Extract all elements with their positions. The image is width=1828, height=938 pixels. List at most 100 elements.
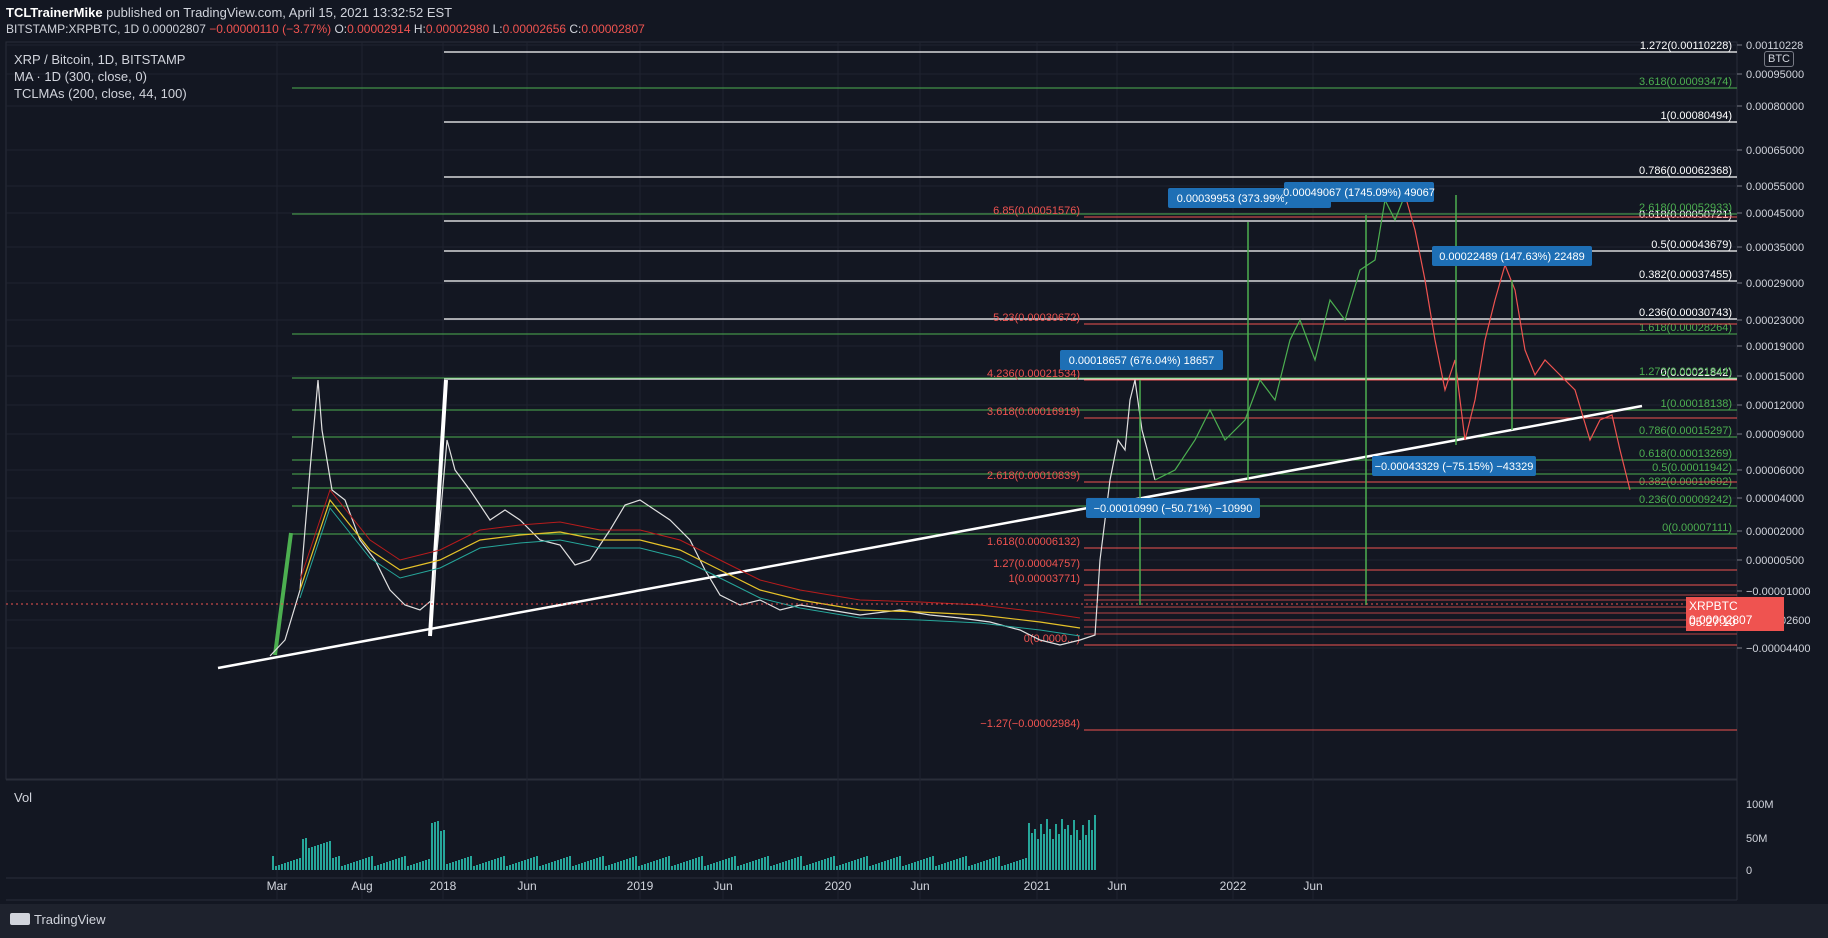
volume-bar	[908, 864, 910, 870]
volume-bar	[596, 858, 598, 870]
volume-bar	[425, 860, 427, 870]
volume-bar	[563, 858, 565, 870]
volume-bar	[911, 863, 913, 870]
volume-bar	[1037, 839, 1039, 870]
volume-bar	[791, 859, 793, 870]
legend-title[interactable]: XRP / Bitcoin, 1D, BITSTAMP	[14, 52, 186, 67]
volume-bar	[701, 856, 703, 870]
volume-bar	[761, 858, 763, 870]
volume-bar	[410, 865, 412, 870]
time-axis-label: Jun	[713, 879, 732, 893]
publisher-name[interactable]: TCLTrainerMike	[6, 5, 103, 20]
volume-bar	[440, 831, 442, 870]
volume-bar	[620, 861, 622, 870]
volume-bar	[752, 861, 754, 870]
volume-axis[interactable]: 100M 50M 0	[1746, 799, 1774, 877]
high-value: 0.00002980	[425, 22, 490, 36]
volume-bar	[350, 863, 352, 870]
time-axis-label: Jun	[910, 879, 929, 893]
measure-box	[1284, 182, 1434, 202]
volume-bar	[494, 859, 496, 870]
volume-bar	[656, 860, 658, 870]
currency-badge[interactable]: BTC	[1764, 51, 1794, 67]
fib-green-label: 0.236(0.00009242)	[1639, 494, 1732, 506]
impulse-leg-2017	[273, 532, 293, 656]
time-axis-label: 2022	[1220, 879, 1247, 893]
price-axis-label: −0.00001000	[1746, 586, 1811, 598]
volume-bar	[446, 864, 448, 870]
volume-bar	[1016, 861, 1018, 870]
fib-red-label: 3.618(0.00016919)	[987, 406, 1080, 418]
volume-bars	[272, 815, 1096, 870]
volume-bar	[344, 865, 346, 870]
volume-bar	[566, 857, 568, 870]
symbol-info: BITSTAMP:XRPBTC, 1D	[6, 22, 140, 36]
volume-bar	[506, 866, 508, 870]
published-date: published on TradingView.com, April 15, …	[102, 5, 453, 20]
volume-bar	[767, 856, 769, 870]
volume-bar	[797, 857, 799, 870]
volume-bar	[1007, 864, 1009, 870]
volume-bar	[578, 864, 580, 870]
volume-bar	[1001, 866, 1003, 870]
volume-bar	[875, 864, 877, 870]
volume-bar	[977, 863, 979, 870]
volume-bar	[887, 860, 889, 870]
volume-bar	[581, 863, 583, 870]
time-axis[interactable]: Mar Aug 2018 Jun 2019 Jun 2020 Jun 2021 Jun 2022 Ju…	[267, 879, 1323, 893]
volume-bar	[917, 861, 919, 870]
projection-red	[1404, 194, 1631, 491]
fib-red-label: 4.236(0.00021534)	[987, 368, 1080, 380]
price-axis-label: 0.00080000	[1746, 101, 1804, 113]
fib-red-label: 1.27(0.00004757)	[993, 558, 1080, 570]
volume-bar	[482, 863, 484, 870]
volume-bar	[392, 860, 394, 870]
volume-bar	[770, 866, 772, 870]
time-axis-label: Aug	[351, 879, 372, 893]
fib-white-label: 1.272(0.00110228)	[1640, 40, 1732, 52]
price-axis-label: 0.00055000	[1746, 181, 1804, 193]
volume-legend[interactable]: Vol	[14, 790, 33, 805]
volume-bar	[332, 858, 334, 870]
volume-bar	[836, 866, 838, 870]
price-axis-label: 0.00045000	[1746, 208, 1804, 220]
volume-bar	[365, 858, 367, 870]
volume-bar	[314, 846, 316, 870]
volume-bar	[638, 866, 640, 870]
fib-red-label: 1(0.00003771)	[1008, 573, 1080, 585]
volume-bar	[812, 863, 814, 870]
price-axis-label: 0.00002000	[1746, 526, 1804, 538]
volume-bar	[1022, 859, 1024, 870]
volume-bar	[989, 859, 991, 870]
legend-tclmas[interactable]: TCLMAs (200, close, 44, 100)	[14, 86, 187, 101]
price-axis-label: 0.00035000	[1746, 242, 1804, 254]
tradingview-logo[interactable]: TradingView	[10, 912, 106, 927]
volume-bar	[533, 857, 535, 870]
volume-bar	[623, 860, 625, 870]
price-axis-label: 0.00019000	[1746, 341, 1804, 353]
price-chart[interactable]: 1.272(0.00110228) 1(0.00080494) 0.786(0.00…	[0, 40, 1828, 904]
volume-bar	[629, 858, 631, 870]
volume-bar	[932, 856, 934, 870]
volume-bar	[542, 865, 544, 870]
candle-path	[269, 379, 1156, 657]
volume-bar	[416, 863, 418, 870]
volume-bar	[737, 866, 739, 870]
volume-bar	[965, 856, 967, 870]
volume-bar	[587, 861, 589, 870]
volume-bar	[1076, 830, 1078, 870]
volume-bar	[647, 863, 649, 870]
volume-bar	[443, 830, 445, 870]
volume-bar	[476, 865, 478, 870]
volume-bar	[710, 864, 712, 870]
volume-bar	[272, 856, 274, 870]
legend-ma[interactable]: MA · 1D (300, close, 0)	[14, 69, 147, 84]
volume-bar	[407, 866, 409, 870]
volume-bar	[515, 863, 517, 870]
tv-logo-icon	[10, 913, 30, 925]
volume-bar	[302, 839, 304, 870]
volume-bar	[734, 856, 736, 870]
volume-bar	[995, 857, 997, 870]
volume-bar	[497, 858, 499, 870]
